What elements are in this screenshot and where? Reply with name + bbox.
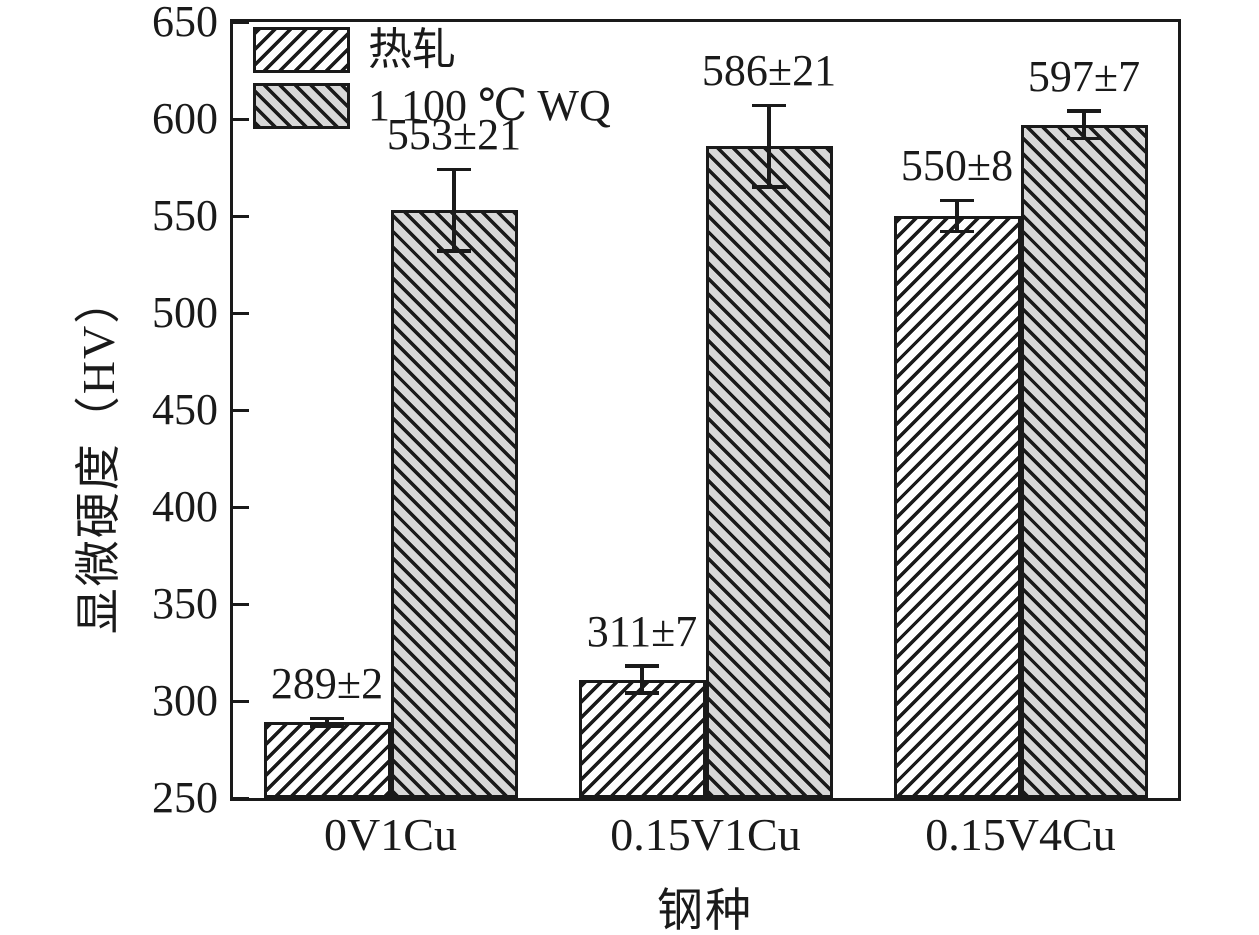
error-bar [767,105,771,187]
error-bar [955,200,959,232]
error-bar-cap [940,198,974,203]
y-tick-label: 250 [152,773,218,822]
bar-value-label: 311±7 [586,607,698,657]
error-bar-cap [437,249,471,253]
y-tick [233,214,249,218]
y-tick [233,505,249,509]
error-bar-cap [940,229,974,234]
bar [705,146,833,798]
error-bar [452,169,456,251]
error-bar-cap [752,185,786,189]
error-bar-cap [1067,136,1101,141]
y-tick [233,408,249,412]
y-tick [233,311,249,315]
error-bar [640,666,644,694]
error-bar-cap [310,716,344,721]
bar [263,722,391,798]
legend-label: 1 100 ℃ WQ [368,81,611,130]
bar-value-label: 289±2 [270,659,384,709]
legend-swatch [253,83,350,129]
error-bar [325,718,329,727]
error-bar-cap [1067,109,1101,113]
y-tick-label: 600 [152,94,218,143]
legend-item: 1 100 ℃ WQ [253,82,611,130]
legend-swatch [253,27,350,73]
x-category-label: 0.15V4Cu [925,809,1116,860]
legend-label: 热轧 [368,25,456,74]
x-axis-title: 钢种 [657,885,753,935]
bar-value-label: 550±8 [900,141,1014,191]
legend: 热轧 1 100 ℃ WQ [253,26,611,130]
error-bar-cap [310,724,344,728]
y-tick [233,117,249,121]
bar-value-label: 586±21 [701,46,837,96]
y-tick-label: 650 [152,0,218,46]
error-bar-cap [625,664,659,668]
bar [1020,124,1148,798]
error-bar-cap [625,691,659,695]
error-bar-cap [437,167,471,172]
bar-value-label: 553±21 [386,110,522,160]
bar [390,210,518,798]
bar [893,216,1021,798]
y-tick [233,699,249,703]
y-tick-label: 300 [152,676,218,725]
y-tick-label: 450 [152,385,218,434]
y-tick-label: 350 [152,579,218,628]
plot-area: 热轧 1 100 ℃ WQ 289±2 553±21 311±7 586±21 550±8… [230,19,1181,801]
y-tick [233,20,249,24]
legend-item: 热轧 [253,26,611,74]
y-tick-label: 400 [152,482,218,531]
y-tick-label: 550 [152,191,218,240]
bar [578,679,706,798]
y-tick-label: 500 [152,288,218,337]
y-tick [233,602,249,606]
y-axis-title: 显微硬度（HV） [73,275,124,635]
error-bar-cap [752,103,786,108]
bar-value-label: 597±7 [1027,52,1141,102]
x-category-label: 0.15V1Cu [610,809,801,860]
y-tick [233,796,249,800]
x-category-label: 0V1Cu [324,809,457,860]
error-bar [1082,111,1086,139]
